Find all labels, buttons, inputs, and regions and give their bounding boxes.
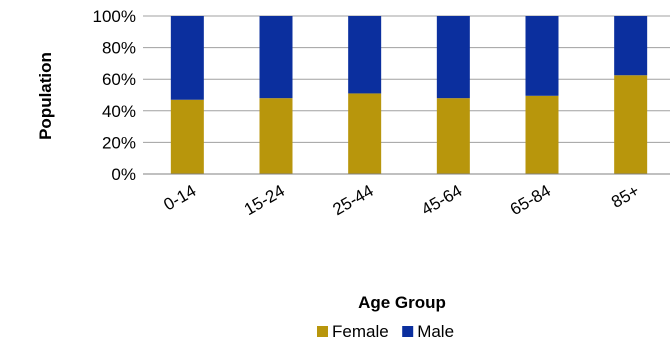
x-tick-label: 85+ [608,181,643,212]
x-tick-label: 25-44 [330,181,377,219]
y-tick-label: 40% [102,102,136,121]
y-tick-label: 0% [111,165,136,184]
bars [170,16,648,174]
bar-male-45-64 [436,16,470,99]
bar-female-85+ [614,75,648,174]
y-tick-label: 20% [102,133,136,152]
y-axis-title: Population [36,52,55,140]
x-tick-labels: 0-14 15-24 25-44 45-64 65-84 85+ [160,181,642,219]
bar-male-0-14 [170,16,204,100]
bar-male-25-44 [348,16,382,94]
x-tick-label: 15-24 [241,181,288,219]
x-tick-label: 65-84 [507,181,554,219]
bar-female-0-14 [170,99,204,174]
x-tick-label: 0-14 [160,181,199,214]
x-tick-label: 45-64 [418,181,465,219]
x-axis-title: Age Group [358,293,446,312]
y-tick-label: 60% [102,70,136,89]
bar-male-65-84 [525,16,559,96]
legend-label-female: Female [332,322,389,341]
legend: Female Male [317,322,454,341]
bar-female-65-84 [525,95,559,174]
legend-swatch-female [317,326,328,337]
gridlines [143,15,670,143]
y-tick-labels: 0% 20% 40% 60% 80% 100% [93,7,136,184]
bar-female-15-24 [259,98,293,174]
bar-female-45-64 [436,98,470,174]
bar-male-15-24 [259,16,293,99]
bar-female-25-44 [348,93,382,174]
legend-label-male: Male [417,322,454,341]
y-tick-label: 80% [102,39,136,58]
legend-swatch-male [402,326,414,337]
y-tick-label: 100% [93,7,136,26]
bar-male-85+ [614,16,648,76]
